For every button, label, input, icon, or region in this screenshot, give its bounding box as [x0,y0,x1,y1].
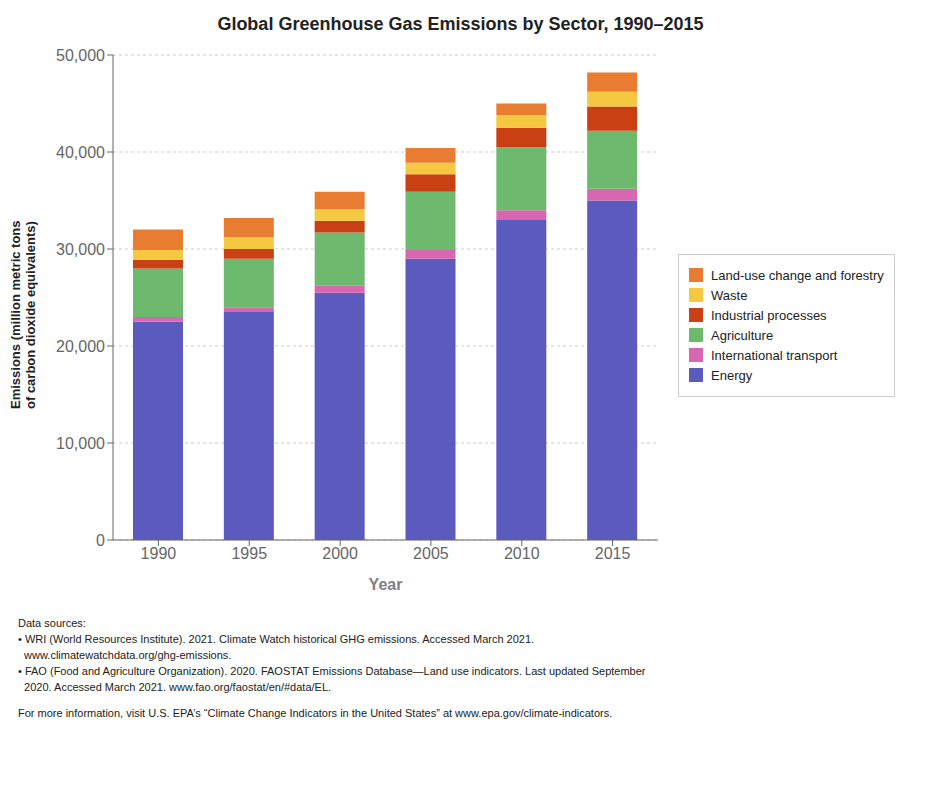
svg-text:0: 0 [96,532,105,549]
svg-text:2000: 2000 [322,545,358,562]
html-text:Data sources:: Data sources: [18,617,86,629]
svg-text:Year: Year [369,576,403,593]
html-text:• WRI (World Resources Institu: • WRI (World Resources Institute). 2021.… [18,633,535,645]
svg-text:1995: 1995 [231,545,267,562]
svg-text:30,000: 30,000 [56,241,105,258]
html-text:2020. Accessed March 2021. www: 2020. Accessed March 2021. www.fao.org/f… [18,681,332,693]
svg-text:2010: 2010 [504,545,540,562]
html-text:Emissions (million metric tons: Emissions (million metric tons of carbon… [8,220,38,410]
svg-text:10,000: 10,000 [56,435,105,452]
html-text:Waste: Waste [711,287,748,303]
html-text:Agriculture: Agriculture [711,327,774,343]
html-text:• FAO (Food and Agriculture Or: • FAO (Food and Agriculture Organization… [18,665,646,677]
html-text:Energy: Energy [711,367,753,383]
svg-text:1990: 1990 [141,545,177,562]
svg-text:40,000: 40,000 [56,144,105,161]
html-text:Global Greenhouse Gas Emission: Global Greenhouse Gas Emissions by Secto… [217,14,704,34]
svg-text:50,000: 50,000 [56,47,105,64]
html-text:International transport: International transport [711,347,838,363]
html-text:www.climatewatchdata.org/ghg-e: www.climatewatchdata.org/ghg-emissions. [18,649,232,661]
svg-text:2005: 2005 [413,545,449,562]
html-text:Land-use change and forestry: Land-use change and forestry [711,267,884,283]
svg-text:20,000: 20,000 [56,338,105,355]
svg-text:2015: 2015 [595,545,631,562]
html-text:Industrial processes: Industrial processes [711,307,827,323]
html-text:For more information, visit U.: For more information, visit U.S. EPA’s “… [18,707,613,719]
